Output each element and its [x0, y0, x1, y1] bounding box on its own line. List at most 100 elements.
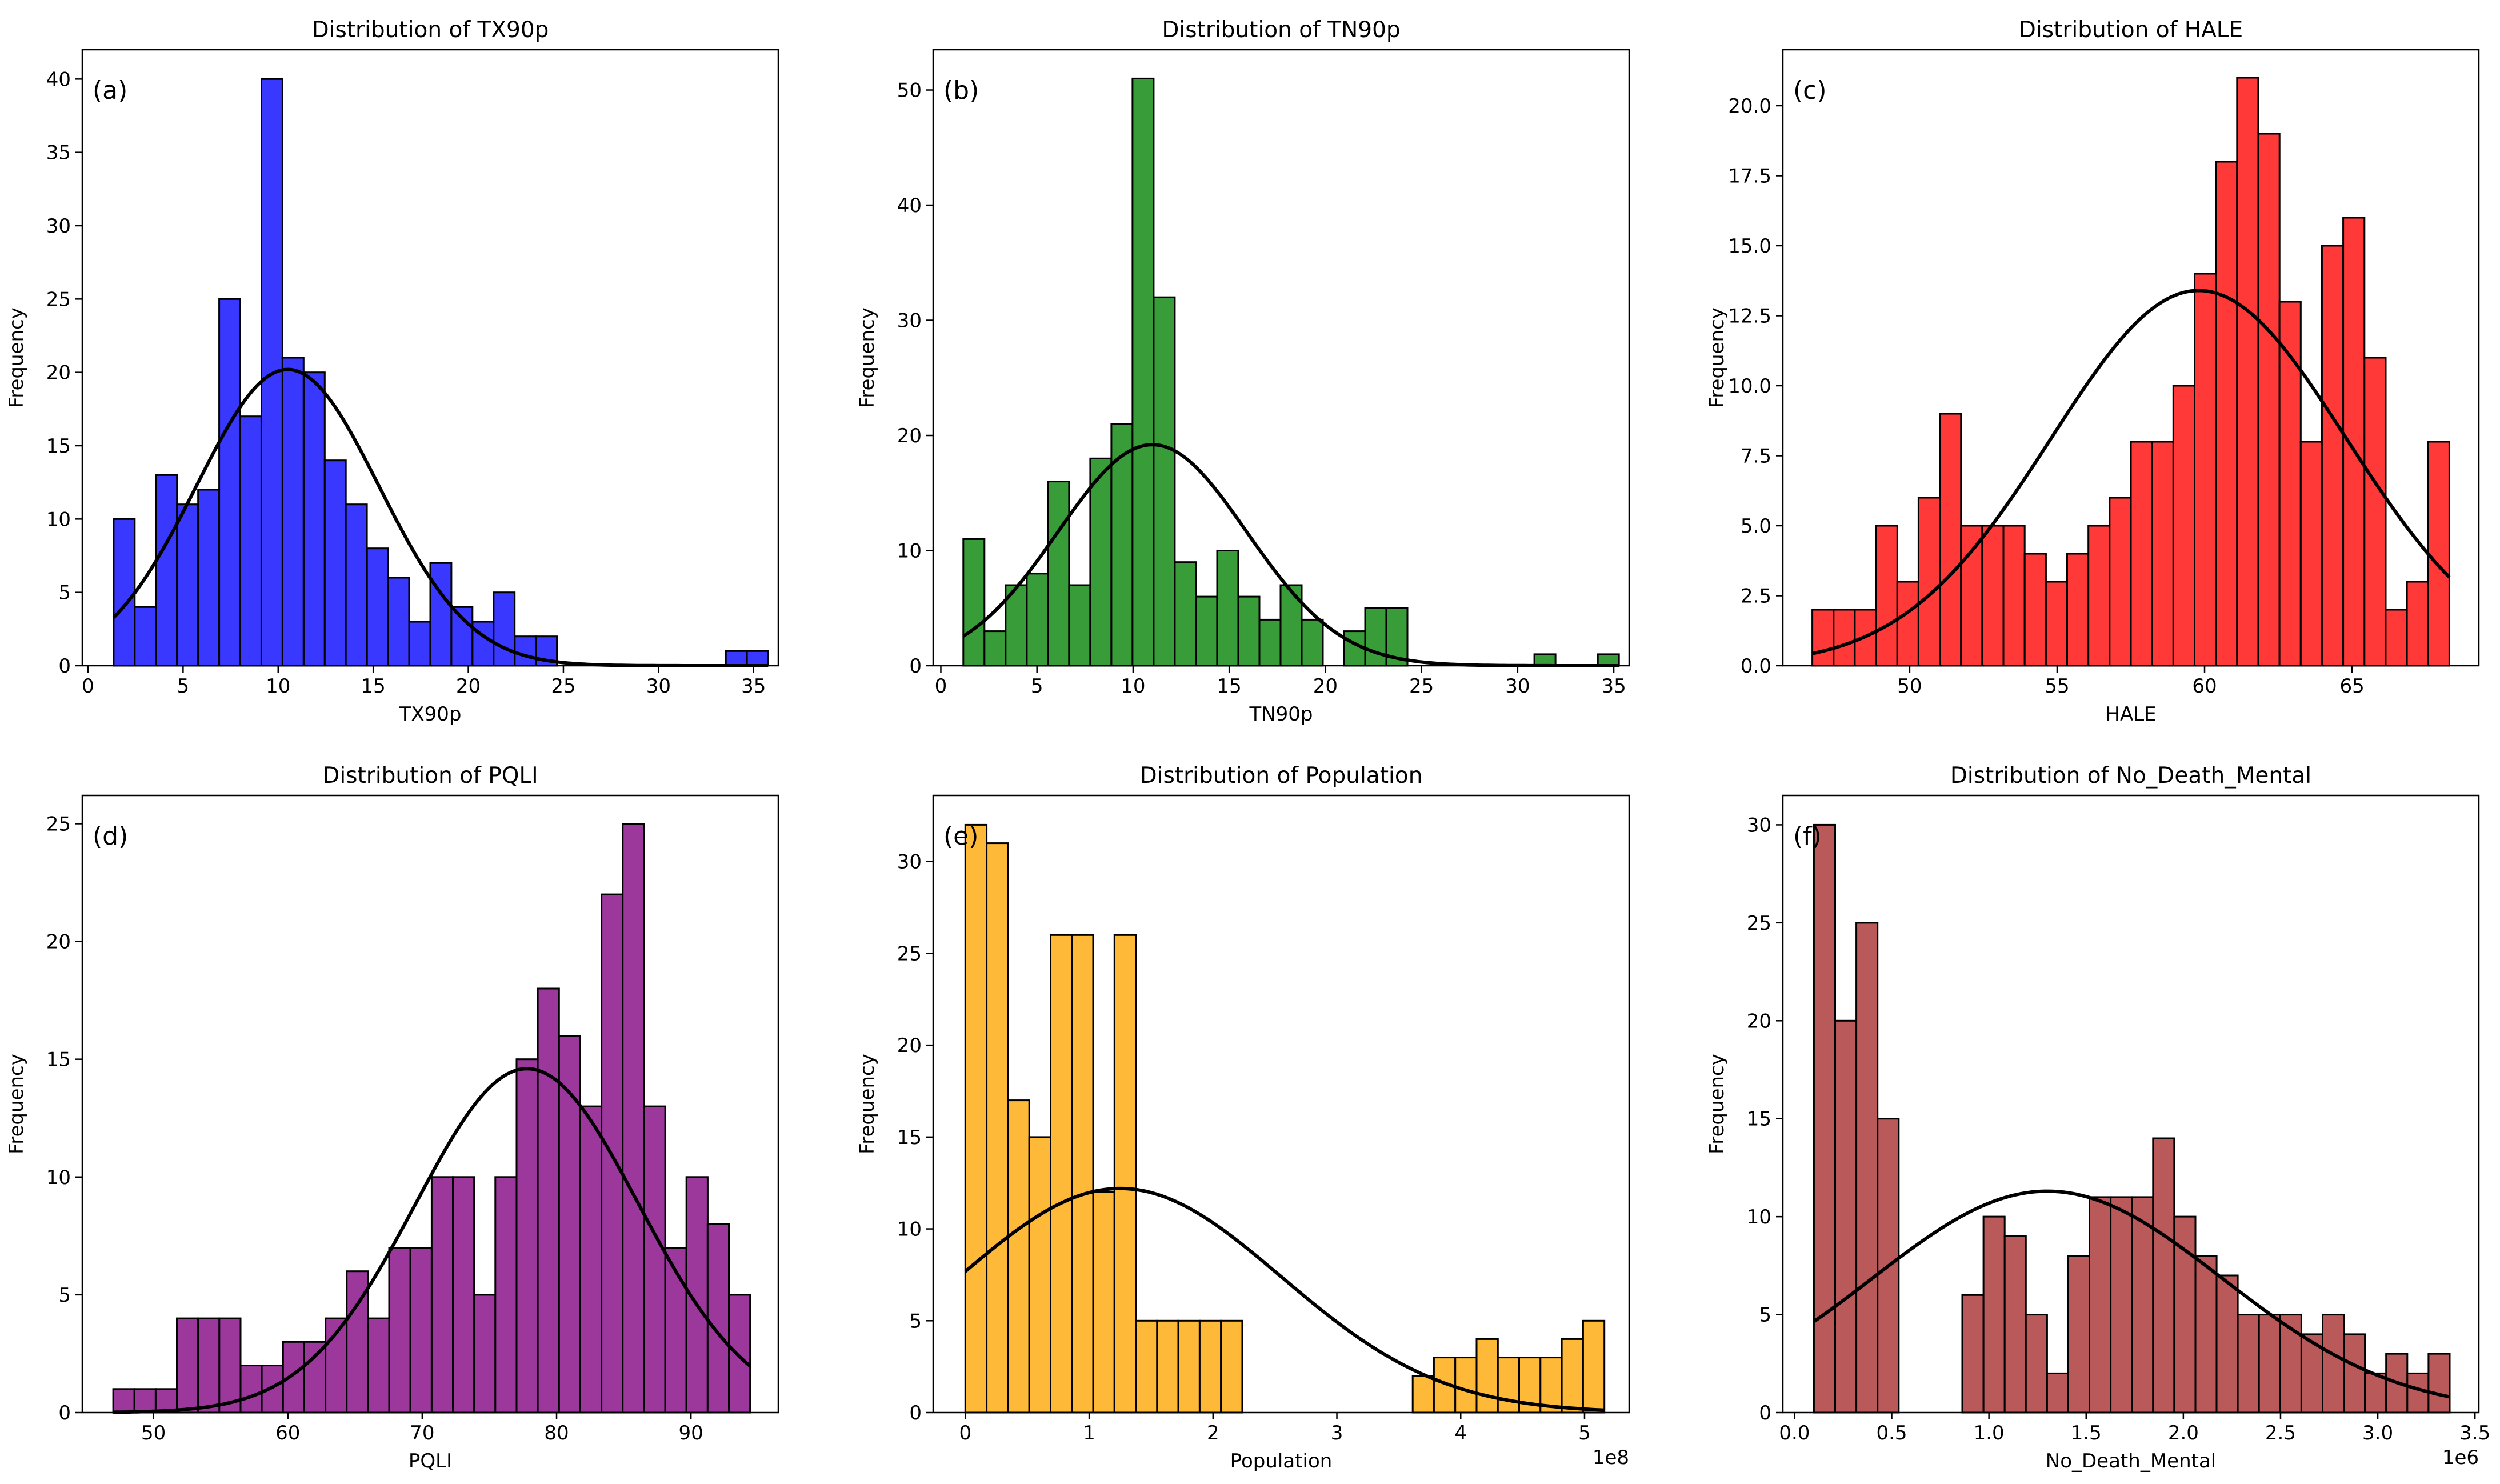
histogram-bar — [2131, 1196, 2154, 1414]
x-tick-label: 1 — [1083, 1422, 1095, 1445]
y-tick-label: 35 — [46, 142, 71, 165]
y-tick-label: 15 — [46, 435, 71, 458]
x-tick-label: 4 — [1454, 1422, 1467, 1445]
y-tick-label: 10 — [897, 1218, 922, 1241]
y-tick-label: 5 — [909, 1310, 922, 1333]
y-tick-label: 15.0 — [1728, 235, 1771, 258]
y-tick-label: 0 — [58, 1402, 71, 1425]
y-axis-ticks: 0 10 20 30 40 50 — [897, 79, 933, 678]
histogram-bar — [1047, 481, 1070, 667]
y-tick-label: 7.5 — [1741, 445, 1771, 468]
histogram-bar — [1301, 618, 1324, 667]
histogram-bar — [1198, 1319, 1222, 1414]
histogram-bar — [387, 577, 410, 667]
y-tick-label: 10 — [897, 540, 922, 563]
y-tick-label: 0 — [58, 655, 71, 678]
panel-label: (f) — [1793, 822, 1822, 851]
histogram-bar — [1026, 573, 1049, 667]
chart-title: Distribution of Population — [1140, 763, 1423, 789]
histogram-bar — [664, 1247, 687, 1414]
histogram-bar — [1156, 1319, 1179, 1414]
x-tick-label: 80 — [544, 1422, 569, 1445]
histogram-bar — [964, 823, 988, 1414]
x-tick-label: 30 — [1505, 675, 1530, 698]
histogram-bar — [622, 823, 645, 1414]
histogram-bar — [2278, 301, 2302, 667]
histogram-bar — [2342, 217, 2366, 667]
x-axis-ticks: 50 55 60 65 — [1897, 666, 2365, 698]
histogram-bar — [2406, 1372, 2430, 1414]
histogram-bar — [1960, 525, 1983, 667]
histogram-bar — [493, 591, 516, 667]
histogram-bar — [197, 1317, 221, 1414]
histogram-bar — [579, 1105, 603, 1414]
histogram-bar — [1454, 1357, 1478, 1414]
y-tick-label: 15 — [46, 1049, 71, 1071]
histogram-bar — [1113, 934, 1137, 1414]
histogram-bar — [706, 1223, 730, 1414]
y-tick-label: 40 — [897, 194, 922, 217]
y-tick-label: 30 — [897, 310, 922, 333]
x-tick-label: 50 — [141, 1422, 166, 1445]
histogram-bar — [430, 1176, 454, 1414]
x-tick-label: 1.5 — [2071, 1422, 2102, 1445]
x-tick-label: 90 — [679, 1422, 703, 1445]
histogram-bar — [2343, 1333, 2366, 1414]
x-tick-label: 1.0 — [1974, 1422, 2005, 1445]
histogram-bar — [1811, 609, 1835, 667]
histogram-bar — [409, 1247, 433, 1414]
histogram-bar — [515, 1058, 539, 1414]
y-tick-label: 20 — [897, 425, 922, 447]
histogram-bars — [113, 78, 769, 667]
histogram-bar — [1982, 1215, 2006, 1414]
histogram-bar — [197, 489, 221, 667]
histogram-bar — [2110, 1196, 2133, 1414]
y-tick-label: 5 — [58, 1284, 71, 1307]
histogram-bar — [1475, 1338, 1499, 1414]
panel-c: 50 55 60 65 0.0 2.5 5.0 7.5 10.0 12.5 15.0 17.5 20.… — [1706, 17, 2480, 726]
histogram-bar — [2025, 1314, 2048, 1414]
x-tick-label: 0.0 — [1779, 1422, 1810, 1445]
histogram-bar — [746, 650, 769, 667]
x-axis-label: TN90p — [1249, 703, 1313, 726]
histogram-bar — [2385, 609, 2408, 667]
histogram-bar — [2427, 1353, 2451, 1414]
histogram-bar — [1092, 1191, 1115, 1414]
histogram-bar — [2427, 441, 2450, 667]
y-axis-label: Frequency — [1706, 1054, 1729, 1154]
normal-fit-curve — [964, 1186, 1605, 1412]
histogram-bar — [2237, 1314, 2260, 1414]
histogram-bar — [1961, 1294, 1985, 1414]
x-axis-label: PQLI — [409, 1450, 452, 1473]
histogram-bar — [983, 630, 1007, 667]
histogram-bar — [2152, 1137, 2175, 1414]
histogram-bar — [1981, 525, 2005, 667]
histogram-bar — [1258, 618, 1282, 667]
chart-title: Distribution of HALE — [2019, 17, 2243, 43]
histogram-bar — [1279, 584, 1303, 667]
histogram-bar — [133, 1388, 157, 1414]
x-tick-label: 5 — [177, 675, 190, 698]
y-axis-label: Frequency — [856, 307, 879, 408]
histogram-bar — [303, 1341, 327, 1414]
plot-frame — [932, 794, 1630, 1414]
y-tick-label: 10 — [46, 1166, 71, 1189]
histogram-bar — [1131, 77, 1155, 667]
y-tick-label: 30 — [46, 215, 71, 238]
histogram-bar — [2257, 133, 2281, 667]
x-tick-label: 3.0 — [2362, 1422, 2393, 1445]
histogram-bar — [986, 842, 1009, 1414]
normal-fit-curve — [113, 1067, 751, 1414]
y-tick-label: 25 — [46, 813, 71, 835]
histogram-bar — [2002, 525, 2026, 667]
histogram-bar — [1813, 823, 1836, 1414]
x-axis-ticks: 0 5 10 15 20 25 30 35 — [82, 666, 766, 698]
x-tick-label: 3.5 — [2459, 1422, 2490, 1445]
histogram-bar — [2087, 525, 2111, 667]
x-tick-label: 2 — [1207, 1422, 1219, 1445]
histogram-bar — [1539, 1357, 1563, 1414]
chart-title: Distribution of No_Death_Mental — [1950, 763, 2311, 789]
x-tick-label: 2.5 — [2265, 1422, 2296, 1445]
histogram-bar — [1597, 653, 1620, 667]
y-tick-label: 12.5 — [1728, 305, 1771, 328]
